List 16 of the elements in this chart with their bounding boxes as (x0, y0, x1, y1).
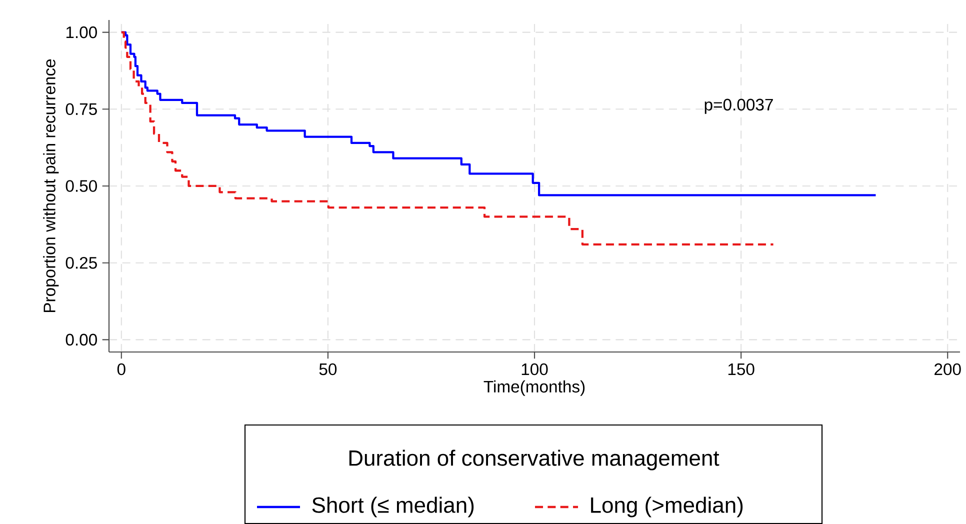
x-axis-title: Time(months) (484, 380, 585, 396)
y-axis-title: Proportion without pain recurrence (43, 59, 59, 312)
legend-label: Short (≤ median) (312, 496, 474, 518)
y-tick-label: 0.00 (66, 334, 97, 346)
legend-title: Duration of conservative management (349, 450, 720, 470)
x-tick-label: 50 (319, 363, 337, 376)
x-tick-label: 150 (728, 363, 754, 376)
y-tick-label: 1.00 (66, 26, 97, 38)
annotation: p=0.0037 (704, 98, 773, 114)
x-tick-label: 100 (522, 363, 548, 376)
legend-label: Long (>median) (591, 496, 743, 518)
y-tick-label: 0.25 (66, 256, 97, 269)
y-tick-label: 0.75 (66, 103, 97, 116)
y-tick-label: 0.50 (66, 180, 97, 192)
x-tick-label: 200 (934, 363, 961, 376)
x-tick-label: 0 (117, 363, 126, 376)
